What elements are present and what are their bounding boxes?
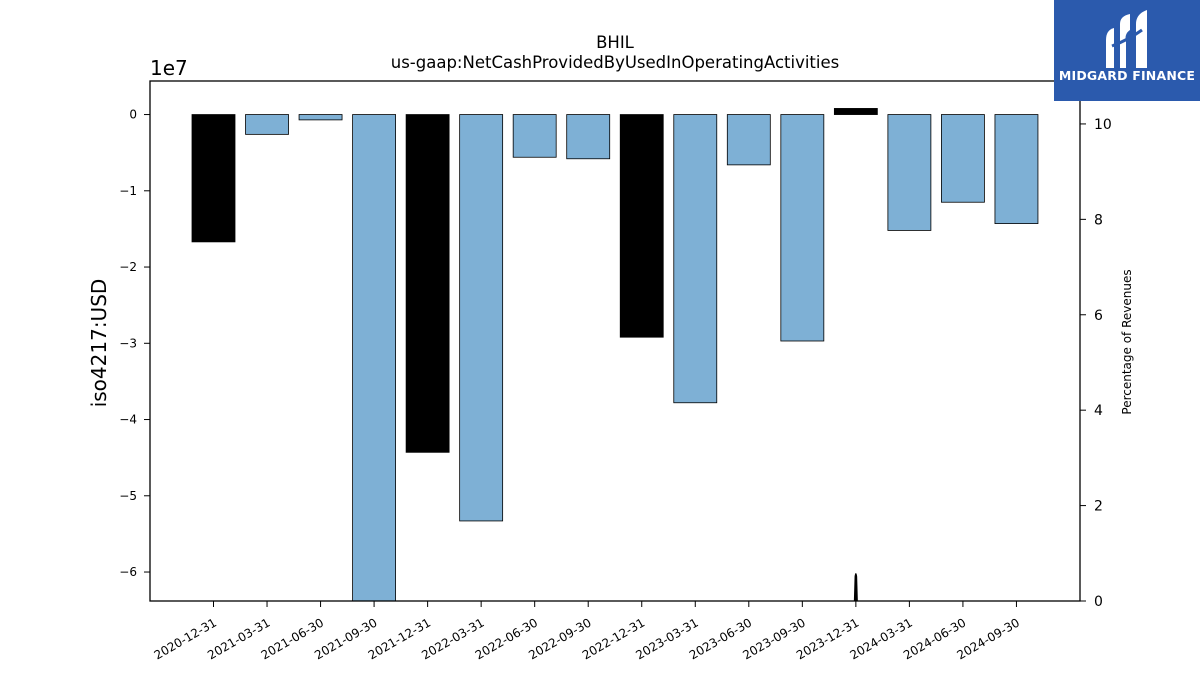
y-axis-label: iso4217:USD xyxy=(87,279,111,408)
bar-2023-03-31 xyxy=(673,114,718,404)
y-tick-label: −3 xyxy=(119,336,137,350)
plot-frame xyxy=(149,80,1081,602)
y-axis-ticks: 0 −1 −2 −3 −4 −5 −6 xyxy=(119,108,150,579)
y2-tick-label: 8 xyxy=(1094,212,1103,228)
bar-2022-09-30 xyxy=(566,114,611,160)
y2-tick-label: 10 xyxy=(1094,117,1112,133)
bar-2024-09-30 xyxy=(994,114,1039,224)
bar-2021-12-31 xyxy=(405,114,450,453)
y-tick-label: −5 xyxy=(119,489,137,503)
chart-subtitle: us-gaap:NetCashProvidedByUsedInOperating… xyxy=(391,53,839,72)
midgard-finance-logo: MIDGARD FINANCE xyxy=(1054,0,1200,101)
y-tick-label: −2 xyxy=(119,260,137,274)
y-tick-label: −1 xyxy=(119,184,137,198)
y2-tick-label: 6 xyxy=(1094,308,1103,324)
logo-text: MIDGARD FINANCE xyxy=(1058,68,1196,83)
bar-2024-06-30 xyxy=(941,114,985,203)
y2-tick-label: 4 xyxy=(1094,403,1103,419)
y2-axis-ticks: 0 2 4 6 8 10 xyxy=(1080,117,1112,610)
bar-2022-06-30 xyxy=(512,114,557,158)
bar-2021-09-30 xyxy=(352,114,396,602)
y-tick-label: −4 xyxy=(119,413,137,427)
chart-title: BHIL xyxy=(596,33,635,52)
y-tick-label: −6 xyxy=(119,565,137,579)
logo-mark-icon xyxy=(1106,10,1147,68)
bars xyxy=(191,108,1039,602)
y2-tick-label: 0 xyxy=(1094,594,1103,610)
y2-axis-label: Percentage of Revenues xyxy=(1120,269,1134,414)
bar-2023-12-31 xyxy=(833,108,878,115)
bar-2021-03-31 xyxy=(245,114,289,135)
y-tick-label: 0 xyxy=(129,108,137,122)
bar-2021-06-30 xyxy=(298,114,343,121)
x-axis-ticks: 2020-12-312021-03-312021-06-302021-09-30… xyxy=(152,601,1022,662)
bar-2024-03-31 xyxy=(887,114,932,231)
percentage-series xyxy=(853,572,858,602)
y-axis-offset-label: 1e7 xyxy=(150,56,188,80)
bar-2023-06-30 xyxy=(726,114,771,166)
bar-2022-12-31 xyxy=(619,114,664,338)
bar-2022-03-31 xyxy=(459,114,504,522)
bar-2023-09-30 xyxy=(780,114,825,342)
bar-2020-12-31 xyxy=(191,114,236,243)
pct-spike-2023-12-31 xyxy=(853,572,858,602)
y2-tick-label: 2 xyxy=(1094,499,1103,515)
